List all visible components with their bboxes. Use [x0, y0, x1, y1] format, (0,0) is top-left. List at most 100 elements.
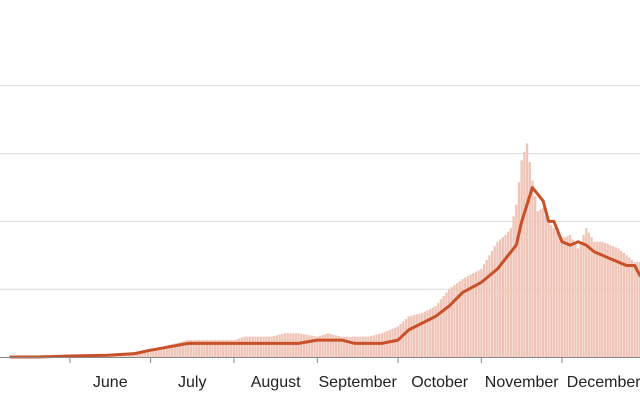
daily-bar: [555, 231, 558, 357]
daily-bar: [192, 340, 195, 357]
daily-bar: [507, 231, 510, 357]
daily-bar: [133, 353, 136, 357]
daily-bar: [404, 318, 408, 357]
daily-bar: [184, 340, 187, 357]
daily-bar: [520, 160, 523, 357]
daily-bar: [558, 234, 561, 357]
daily-bar: [633, 262, 636, 357]
daily-bar: [308, 335, 311, 357]
daily-bar: [606, 244, 609, 357]
daily-bar: [313, 336, 316, 357]
daily-bar: [563, 237, 566, 357]
daily-bar: [493, 246, 496, 357]
daily-bar: [251, 336, 254, 357]
daily-bar: [501, 237, 504, 357]
daily-bar: [176, 342, 179, 357]
daily-bar: [617, 248, 620, 357]
daily-bar: [283, 333, 287, 357]
daily-bar: [515, 204, 518, 357]
daily-bar: [351, 336, 354, 357]
daily-bar: [490, 250, 494, 357]
daily-bar: [512, 216, 515, 357]
daily-bar: [434, 306, 437, 357]
daily-bar: [127, 353, 131, 357]
daily-bar: [248, 336, 252, 357]
daily-bar: [200, 340, 203, 357]
rolling-average-line-layer: [9, 186, 640, 359]
daily-bar: [609, 245, 612, 357]
daily-bar: [305, 334, 308, 357]
daily-bar: [294, 333, 297, 357]
daily-bar: [378, 333, 381, 357]
daily-bar: [243, 336, 246, 357]
daily-bar: [544, 214, 548, 357]
daily-bar: [552, 228, 556, 357]
daily-bar: [219, 340, 222, 357]
daily-bar: [590, 237, 593, 357]
daily-bar: [383, 332, 386, 357]
daily-bar: [281, 333, 284, 357]
daily-bar: [504, 234, 507, 357]
daily-bar: [437, 302, 440, 357]
daily-bar: [539, 209, 542, 357]
daily-bar: [474, 271, 478, 357]
daily-bar: [533, 195, 537, 357]
daily-bar: [461, 279, 464, 357]
x-tick-label: August: [251, 374, 301, 391]
daily-bar: [211, 340, 214, 357]
daily-bar: [316, 336, 319, 357]
daily-bar: [536, 211, 539, 357]
daily-bar: [542, 207, 545, 357]
daily-bar: [160, 346, 163, 357]
daily-bar: [421, 312, 424, 357]
daily-bar: [257, 336, 260, 357]
daily-bar: [286, 333, 289, 357]
daily-bar: [488, 255, 491, 357]
daily-bar: [388, 329, 392, 357]
daily-bar: [168, 344, 171, 357]
daily-bar: [603, 242, 607, 357]
x-tick-label: June: [93, 374, 128, 391]
daily-bar: [157, 347, 160, 357]
daily-bar: [337, 335, 340, 357]
x-axis: June July August September October November De…: [0, 357, 640, 391]
daily-bar: [224, 340, 228, 357]
daily-bar: [480, 268, 483, 357]
daily-bar: [399, 323, 402, 357]
daily-bar: [472, 273, 475, 357]
daily-bar: [205, 340, 209, 357]
daily-bar: [450, 287, 453, 357]
daily-bar: [485, 259, 488, 357]
daily-bar: [332, 334, 335, 357]
daily-bar: [582, 234, 585, 357]
daily-bar: [170, 344, 174, 357]
daily-bar: [152, 349, 155, 357]
daily-bar: [625, 255, 628, 357]
daily-bar: [259, 336, 262, 357]
daily-bar: [439, 299, 443, 357]
daily-bar: [270, 336, 273, 357]
daily-bar: [254, 336, 257, 357]
daily-bar: [216, 340, 219, 357]
daily-bar: [466, 276, 470, 357]
daily-bar: [386, 331, 389, 357]
daily-bar: [369, 335, 373, 357]
daily-bar: [402, 321, 405, 357]
daily-bar: [361, 336, 365, 357]
daily-bar: [246, 336, 249, 357]
daily-bar: [238, 338, 241, 357]
daily-bar: [442, 295, 445, 357]
daily-bar: [267, 336, 271, 357]
daily-bar: [509, 228, 513, 357]
daily-bar: [407, 316, 410, 357]
x-tick-label: October: [411, 374, 469, 391]
rolling-average-line: [9, 186, 640, 359]
daily-bar: [265, 336, 268, 357]
daily-bar: [321, 334, 324, 357]
daily-bar: [154, 348, 158, 357]
daily-bar: [353, 336, 357, 357]
daily-bars: [39, 143, 640, 357]
daily-bar: [318, 335, 322, 357]
daily-bar: [415, 314, 418, 357]
daily-bar: [289, 333, 292, 357]
